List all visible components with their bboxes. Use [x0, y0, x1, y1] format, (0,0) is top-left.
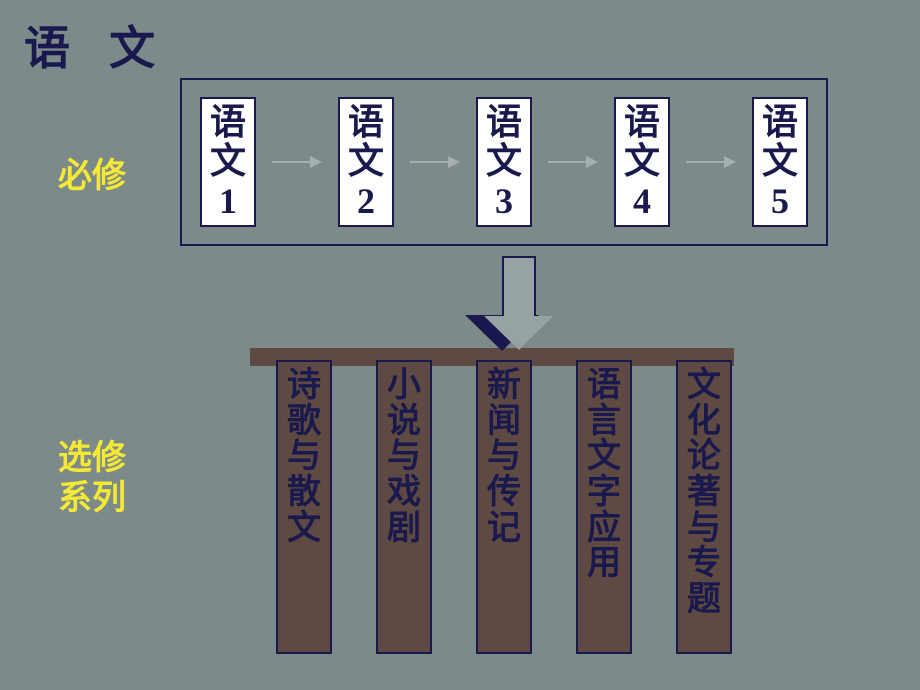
down-arrow	[484, 256, 554, 350]
required-box-3: 语文3	[476, 97, 532, 227]
elective-box-1: 诗歌与散文	[276, 360, 332, 654]
page-title: 语 文	[24, 12, 169, 78]
required-label: 必修	[58, 148, 126, 197]
required-box-4: 语文4	[614, 97, 670, 227]
required-box-2: 语文2	[338, 97, 394, 227]
required-container: 语文1 语文2 语文3 语文4 语文5	[180, 78, 828, 246]
required-box-5: 语文5	[752, 97, 808, 227]
seq-arrow-4	[686, 156, 736, 168]
seq-arrow-1	[272, 156, 322, 168]
elective-label-line2: 系列	[58, 470, 126, 519]
seq-arrow-2	[410, 156, 460, 168]
elective-box-5: 文化论著与专题	[676, 360, 732, 654]
elective-box-2: 小说与戏剧	[376, 360, 432, 654]
arrow-shaft	[502, 256, 536, 316]
arrow-head	[484, 316, 554, 350]
seq-arrow-3	[548, 156, 598, 168]
required-box-1: 语文1	[200, 97, 256, 227]
elective-box-4: 语言文字应用	[576, 360, 632, 654]
elective-box-3: 新闻与传记	[476, 360, 532, 654]
